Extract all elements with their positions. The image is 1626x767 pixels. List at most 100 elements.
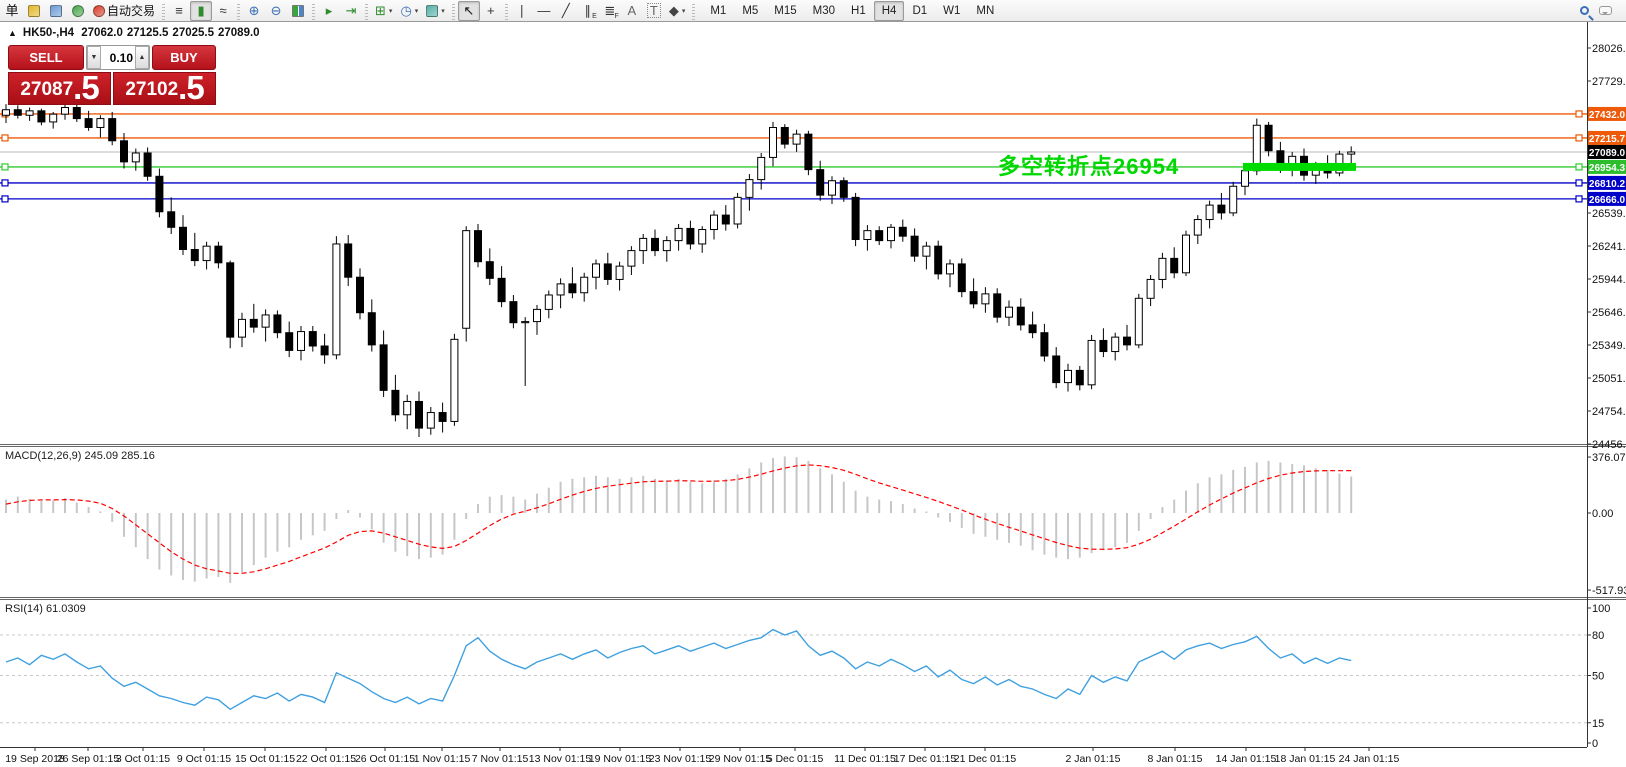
crosshair-button[interactable]: +: [480, 1, 502, 21]
chart-shift-icon: ⇥: [345, 3, 357, 18]
indicators-button[interactable]: ⊞ ▾: [371, 1, 396, 21]
zoom-in-button[interactable]: ⊕: [243, 1, 265, 21]
candle-body: [474, 230, 482, 263]
candle-body: [497, 277, 506, 303]
candle-body: [308, 331, 317, 347]
timeframe-m1-button[interactable]: M1: [710, 4, 727, 17]
candle-body: [969, 291, 978, 305]
price-tick-label: 28026.5: [1592, 43, 1626, 55]
candlestick-chart-button[interactable]: ▮: [190, 0, 213, 21]
cursor-button[interactable]: ↖: [457, 0, 480, 21]
price-tag-label: 27215.7: [1589, 134, 1626, 145]
candle-body: [946, 263, 954, 275]
candle-body: [851, 196, 860, 241]
candle-body: [733, 196, 742, 225]
candle-body: [61, 107, 69, 115]
candle-body: [108, 118, 117, 142]
chat-icon[interactable]: [1599, 6, 1612, 15]
channel-button[interactable]: ∥ E: [577, 1, 599, 21]
search-icon[interactable]: [1580, 6, 1589, 15]
candle-body: [403, 400, 412, 416]
line-drag-handle[interactable]: [1575, 195, 1583, 203]
candle-body: [1146, 278, 1155, 299]
time-label: 19 Nov 01:15: [589, 753, 652, 765]
line-drag-handle[interactable]: [1, 195, 9, 203]
shapes-button[interactable]: ◆ ▾: [665, 1, 690, 21]
price-tag-27215.7: [1588, 130, 1626, 145]
pivot-highlight-band[interactable]: [1243, 162, 1356, 171]
trendline-button[interactable]: ╱: [555, 1, 577, 21]
candle-body: [1347, 151, 1356, 155]
candle-body: [391, 389, 400, 416]
autotrading-button[interactable]: 自动交易: [89, 1, 159, 21]
charts-cascade-icon-icon: [50, 4, 62, 17]
fibonacci-icon: ≣: [604, 3, 616, 18]
volume-decrease-button[interactable]: ▼: [87, 46, 101, 69]
timeframe-m5-button[interactable]: M5: [742, 4, 759, 17]
timeframe-m15-button[interactable]: M15: [774, 4, 797, 17]
candle-body: [1111, 336, 1120, 353]
dropdown-caret-icon[interactable]: ▾: [388, 7, 393, 15]
new-order-button[interactable]: 单: [1, 1, 23, 21]
text-button[interactable]: A: [621, 1, 643, 21]
toolbar-separator: [235, 1, 243, 20]
timeframe-h1-button[interactable]: H1: [851, 4, 866, 17]
timeframe-d1-button[interactable]: D1: [912, 4, 928, 17]
bar-chart-button[interactable]: ≡: [168, 1, 190, 21]
line-chart-button[interactable]: ≈: [212, 1, 234, 21]
dropdown-caret-icon[interactable]: ▾: [681, 7, 686, 15]
buy-button[interactable]: BUY: [152, 45, 216, 70]
volume-input[interactable]: [101, 46, 135, 69]
volume-increase-button[interactable]: ▲: [135, 46, 149, 69]
tile-windows-button[interactable]: [287, 1, 309, 21]
rsi-panel: 100 80 50 15 0: [0, 603, 1610, 750]
order-ticket-icon[interactable]: [23, 1, 45, 21]
line-drag-handle[interactable]: [1575, 163, 1583, 171]
time-label: 11 Dec 01:15: [834, 753, 896, 765]
auto-scroll-button[interactable]: ▸: [318, 1, 340, 21]
zoom-in-icon: ⊕: [248, 3, 260, 18]
sell-price-button[interactable]: 27087.5: [8, 71, 111, 105]
text-label-button[interactable]: T: [643, 1, 665, 21]
candle-body: [462, 230, 471, 329]
candle-body: [804, 133, 813, 171]
line-drag-handle[interactable]: [1575, 110, 1583, 118]
toolbar-right: [1580, 6, 1626, 15]
timeframe-h4-button[interactable]: H4: [873, 0, 905, 21]
horizontal-line-button[interactable]: —: [533, 1, 555, 21]
line-drag-handle[interactable]: [1, 134, 9, 142]
candle-body: [485, 261, 494, 279]
buy-price-button[interactable]: 27102.5: [113, 71, 216, 105]
dropdown-caret-icon[interactable]: ▾: [414, 7, 419, 15]
timeframe-w1-button[interactable]: W1: [943, 4, 961, 17]
fibonacci-button[interactable]: ≣ F: [599, 1, 621, 21]
periods-button[interactable]: ◷ ▾: [396, 1, 422, 21]
text-icon: A: [627, 3, 637, 18]
dropdown-caret-icon[interactable]: ▾: [441, 7, 445, 15]
candle-body: [438, 412, 447, 422]
timeframe-m30-button[interactable]: M30: [812, 4, 836, 17]
trade-panel-collapse-icon[interactable]: ▲: [8, 28, 17, 38]
sell-button[interactable]: SELL: [8, 45, 84, 70]
vertical-line-button[interactable]: ∣: [511, 1, 533, 21]
line-drag-handle[interactable]: [1575, 134, 1583, 142]
line-drag-handle[interactable]: [1, 179, 9, 187]
candle-body: [993, 293, 1002, 318]
candle-body: [273, 314, 282, 334]
timeframe-mn-button[interactable]: MN: [976, 4, 995, 17]
templates-button[interactable]: ▾: [422, 1, 449, 21]
zoom-out-button[interactable]: ⊖: [265, 1, 287, 21]
line-drag-handle[interactable]: [1, 163, 9, 171]
rsi-tick-label: 100: [1592, 603, 1610, 615]
candle-body: [651, 237, 659, 252]
candle-body: [155, 175, 164, 213]
charts-cascade-icon[interactable]: [45, 1, 67, 21]
candle-body: [1123, 336, 1131, 346]
templates-icon: [426, 4, 439, 17]
horizontal-line-icon: —: [537, 3, 551, 18]
main-toolbar: 单自动交易 ≡ ▮ ≈ ⊕ ⊖ ▸ ⇥ ⊞ ▾ ◷ ▾ ▾ ↖ + ∣ — ╱ ∥ E ≣ F A T ◆ ▾ M1 M5 M15 M3…: [0, 0, 1626, 22]
chart-shift-button[interactable]: ⇥: [340, 1, 362, 21]
line-drag-handle[interactable]: [1575, 179, 1583, 187]
signals-icon[interactable]: [67, 1, 89, 21]
